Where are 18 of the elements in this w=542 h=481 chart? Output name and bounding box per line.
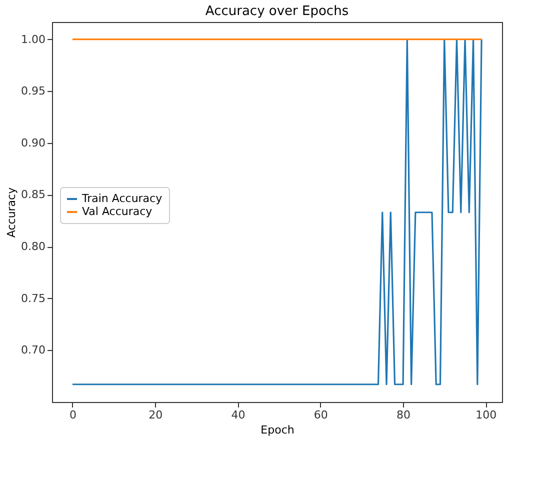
legend-label: Val Accuracy [82, 205, 153, 218]
y-tick-label: 0.95 [21, 84, 46, 98]
y-tick-label: 0.75 [21, 292, 46, 305]
y-tick-label: 0.85 [21, 188, 46, 202]
x-axis-title: Epoch [260, 424, 294, 436]
x-tick-label: 40 [231, 408, 246, 422]
x-tick-label: 80 [396, 408, 411, 422]
y-tick-label: 0.70 [21, 344, 46, 357]
x-tick-label: 0 [69, 408, 76, 422]
x-tick-label: 20 [148, 408, 163, 422]
chart-title: Accuracy over Epochs [205, 4, 349, 19]
y-tick-label: 1.00 [21, 32, 46, 46]
x-tick-label: 100 [476, 408, 497, 422]
y-tick-label: 0.90 [21, 136, 46, 150]
y-axis-title: Accuracy [5, 186, 18, 238]
y-tick-label: 0.80 [21, 240, 46, 254]
legend-label: Train Accuracy [81, 192, 163, 205]
x-tick-label: 60 [314, 408, 328, 422]
